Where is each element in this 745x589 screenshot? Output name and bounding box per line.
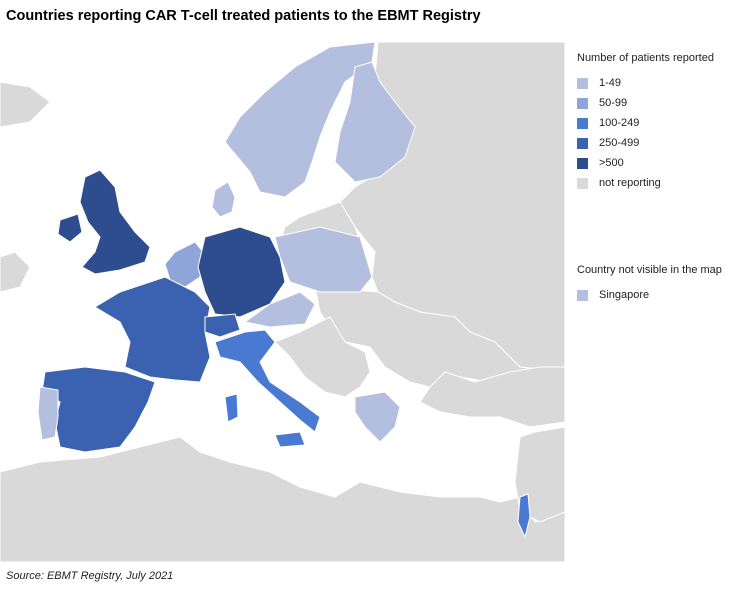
legend-item-label: 1-49	[599, 77, 622, 89]
legend-item-row: 100-249	[577, 113, 714, 133]
legend-item-row: not reporting	[577, 173, 714, 193]
country-sardinia	[224, 393, 239, 423]
legend-item-swatch	[577, 157, 588, 169]
country-benelux	[164, 241, 206, 288]
country-switzerland	[204, 313, 241, 338]
legend-title: Number of patients reported	[577, 52, 714, 64]
map-title: Countries reporting CAR T-cell treated p…	[6, 8, 481, 24]
legend-item-label: >500	[599, 157, 624, 169]
legend-item-row: 1-49	[577, 73, 714, 93]
country-sicily	[274, 431, 306, 448]
country-spain	[41, 366, 156, 453]
legend-item-swatch	[577, 117, 588, 129]
legend-item-swatch	[577, 137, 588, 149]
country-denmark	[211, 181, 236, 218]
legend-item-row: 250-499	[577, 133, 714, 153]
land-not-reporting	[0, 42, 565, 562]
country-finland	[334, 61, 416, 183]
legend-not-visible-title: Country not visible in the map	[577, 264, 722, 276]
legend: Number of patients reported 1-49 50-99 100…	[577, 52, 714, 193]
country-italy	[214, 329, 321, 433]
countries-reporting	[37, 42, 531, 539]
legend-item-swatch	[577, 97, 588, 109]
legend-item-row: 50-99	[577, 93, 714, 113]
legend-item-label: 100-249	[599, 117, 640, 129]
source-note: Source: EBMT Registry, July 2021	[6, 570, 174, 582]
legend-not-visible-item-label: Singapore	[599, 289, 650, 301]
country-portugal	[37, 386, 59, 441]
country-uk	[79, 169, 151, 275]
country-france	[94, 276, 211, 383]
country-israel	[517, 493, 531, 539]
legend-item-label: 250-499	[599, 137, 640, 149]
country-ireland	[57, 213, 83, 243]
country-czech-austria	[243, 291, 316, 328]
legend-not-visible-item-row: Singapore	[577, 285, 722, 305]
legend-not-visible: Country not visible in the map Singapore	[577, 264, 722, 305]
legend-item-swatch	[577, 177, 588, 189]
legend-item-label: 50-99	[599, 97, 628, 109]
legend-item-label: not reporting	[599, 177, 661, 189]
legend-item-swatch	[577, 77, 588, 89]
country-greece	[354, 391, 401, 443]
legend-item-row: >500	[577, 153, 714, 173]
legend-not-visible-item-swatch	[577, 289, 588, 301]
country-poland	[274, 226, 373, 293]
europe-map	[0, 42, 565, 562]
